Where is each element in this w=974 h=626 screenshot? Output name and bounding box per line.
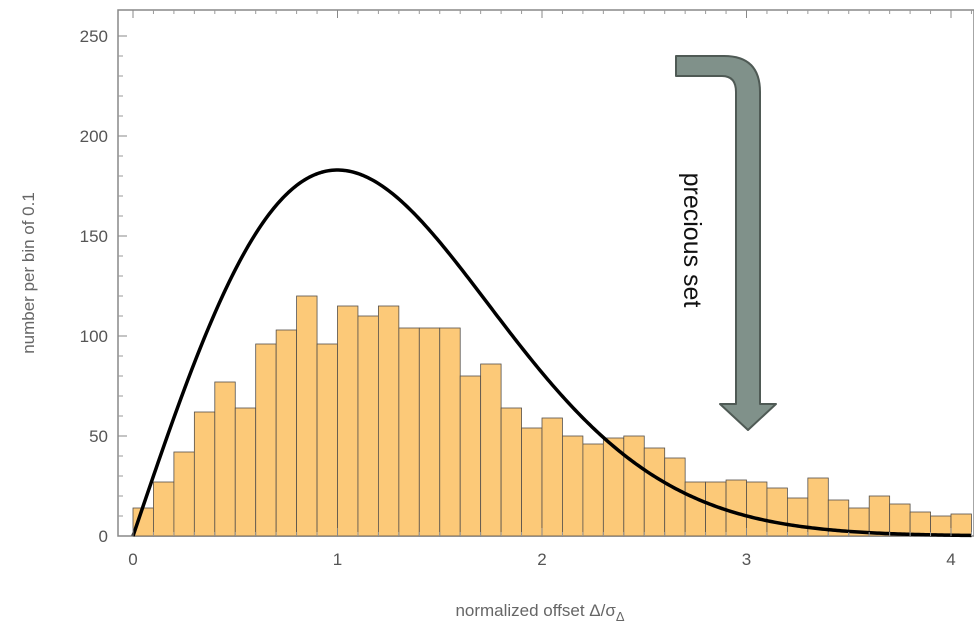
annotation-label: precious set bbox=[678, 173, 706, 308]
histogram-bar bbox=[623, 435, 645, 537]
x-tick-label: 0 bbox=[128, 550, 137, 569]
histogram-bar bbox=[909, 511, 931, 537]
histogram-bar bbox=[787, 497, 809, 537]
histogram-bar bbox=[173, 451, 195, 537]
x-axis-title-subscript: Δ bbox=[616, 609, 625, 624]
y-tick-label: 100 bbox=[80, 327, 108, 346]
annotation-arrow bbox=[675, 55, 777, 431]
histogram-bar bbox=[746, 481, 768, 537]
y-tick-label: 200 bbox=[80, 127, 108, 146]
histogram-bar bbox=[337, 305, 359, 537]
histogram-bar bbox=[418, 327, 441, 537]
x-tick-label: 2 bbox=[537, 550, 546, 569]
y-tick-label: 150 bbox=[80, 227, 108, 246]
histogram-bar bbox=[275, 329, 297, 537]
histogram-bar bbox=[255, 343, 277, 537]
histogram-bar bbox=[377, 305, 400, 537]
rayleigh-curve bbox=[131, 168, 972, 538]
y-axis-title: number per bin of 0.1 bbox=[19, 192, 38, 354]
histogram-bar bbox=[868, 495, 891, 537]
histogram-bar bbox=[643, 447, 666, 537]
histogram-bar bbox=[664, 457, 686, 537]
x-axis-title: normalized offset Δ/σΔ bbox=[455, 601, 624, 624]
histogram-bar bbox=[562, 435, 584, 537]
annotation-arrow-layer bbox=[675, 55, 777, 431]
histogram-bar bbox=[193, 411, 216, 537]
histogram-bar bbox=[316, 343, 338, 537]
histogram-bars bbox=[132, 295, 972, 537]
histogram-bar bbox=[930, 515, 952, 537]
histogram-bar bbox=[439, 327, 461, 537]
histogram-bar bbox=[480, 363, 502, 537]
histogram-bar bbox=[234, 407, 257, 537]
axis-tick-labels: 0 1 2 3 4 0 50 100 150 200 250 bbox=[80, 27, 956, 569]
histogram-bar bbox=[766, 487, 788, 537]
histogram-bar bbox=[521, 427, 543, 537]
y-tick-label: 50 bbox=[89, 427, 108, 446]
histogram-bar bbox=[950, 513, 972, 537]
histogram-bar bbox=[684, 481, 707, 537]
histogram-bar bbox=[459, 375, 482, 537]
histogram-bar bbox=[889, 503, 911, 537]
x-tick-label: 4 bbox=[946, 550, 955, 569]
curve-layer bbox=[131, 168, 972, 538]
histogram-bar bbox=[296, 295, 318, 537]
y-tick-label: 250 bbox=[80, 27, 108, 46]
histogram-bar bbox=[357, 315, 379, 537]
histogram-bar bbox=[153, 481, 175, 537]
histogram-bar bbox=[541, 417, 563, 537]
histogram-bar bbox=[214, 381, 236, 537]
histogram-bar bbox=[582, 443, 604, 537]
y-tick-label: 0 bbox=[99, 527, 108, 546]
x-axis-title-main: normalized offset Δ/σ bbox=[455, 601, 616, 620]
x-tick-label: 3 bbox=[742, 550, 751, 569]
histogram-bar bbox=[398, 327, 420, 537]
histogram-bar bbox=[725, 479, 747, 537]
x-tick-label: 1 bbox=[333, 550, 342, 569]
axis-ticks bbox=[118, 10, 972, 537]
histogram-bar bbox=[500, 407, 522, 537]
